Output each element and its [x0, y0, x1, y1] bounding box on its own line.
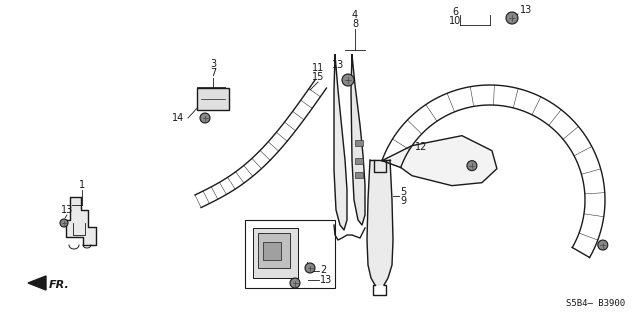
Text: 8: 8 — [352, 19, 358, 29]
Circle shape — [200, 113, 210, 123]
Text: FR.: FR. — [49, 280, 70, 290]
Circle shape — [598, 240, 608, 250]
Text: 12: 12 — [415, 142, 428, 152]
Text: 14: 14 — [172, 113, 184, 123]
Text: S5B4– B3900: S5B4– B3900 — [566, 299, 625, 308]
Circle shape — [342, 74, 354, 86]
Text: 13: 13 — [520, 5, 532, 15]
Circle shape — [305, 263, 315, 273]
Text: 5: 5 — [400, 187, 406, 197]
Text: 7: 7 — [210, 68, 216, 78]
Bar — [355, 172, 363, 178]
Bar — [355, 140, 363, 146]
Text: 15: 15 — [312, 72, 324, 82]
Text: 4: 4 — [352, 10, 358, 20]
Circle shape — [290, 278, 300, 288]
Text: 13: 13 — [332, 60, 344, 70]
Polygon shape — [382, 136, 497, 186]
Polygon shape — [28, 276, 46, 290]
Text: 13: 13 — [61, 205, 73, 215]
Text: 11: 11 — [312, 63, 324, 73]
Circle shape — [467, 161, 477, 171]
Text: 1: 1 — [79, 180, 85, 190]
Bar — [258, 233, 290, 268]
Text: 10: 10 — [449, 16, 461, 26]
Bar — [197, 88, 229, 110]
Circle shape — [60, 219, 68, 227]
Circle shape — [506, 12, 518, 24]
Text: 2: 2 — [320, 265, 326, 275]
Bar — [263, 242, 281, 260]
Bar — [253, 228, 298, 278]
Text: 6: 6 — [452, 7, 458, 17]
Bar — [245, 220, 335, 288]
Text: 13: 13 — [320, 275, 332, 285]
Polygon shape — [334, 55, 347, 230]
Polygon shape — [367, 160, 393, 285]
Polygon shape — [351, 55, 365, 225]
Text: 3: 3 — [210, 59, 216, 69]
Polygon shape — [66, 197, 96, 245]
Bar — [355, 158, 363, 164]
Text: 9: 9 — [400, 196, 406, 206]
